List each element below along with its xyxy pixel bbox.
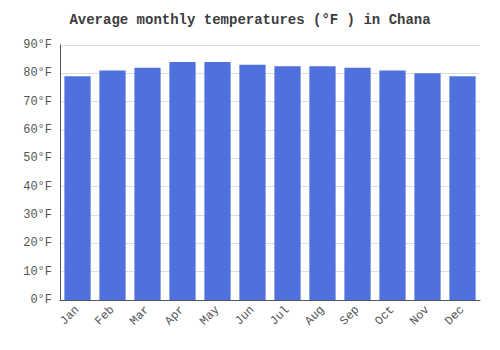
svg-text:90°F: 90°F — [23, 38, 52, 52]
svg-text:Jul: Jul — [267, 303, 292, 328]
svg-text:50°F: 50°F — [23, 151, 52, 165]
svg-text:May: May — [197, 303, 222, 328]
svg-text:Nov: Nov — [407, 303, 432, 328]
svg-text:0°F: 0°F — [30, 293, 52, 307]
svg-text:Dec: Dec — [442, 303, 467, 328]
svg-text:Oct: Oct — [372, 303, 397, 328]
svg-text:20°F: 20°F — [23, 236, 52, 250]
svg-text:Aug: Aug — [302, 303, 327, 328]
svg-text:Average monthly temperatures (: Average monthly temperatures (°F ) in Ch… — [69, 12, 431, 28]
svg-text:Feb: Feb — [92, 303, 117, 328]
svg-text:Sep: Sep — [337, 303, 362, 328]
svg-text:60°F: 60°F — [23, 123, 52, 137]
svg-text:70°F: 70°F — [23, 95, 52, 109]
svg-text:Jun: Jun — [232, 303, 257, 328]
svg-text:80°F: 80°F — [23, 66, 52, 80]
svg-text:30°F: 30°F — [23, 208, 52, 222]
svg-text:Apr: Apr — [162, 303, 187, 328]
svg-text:Jan: Jan — [57, 303, 82, 328]
svg-text:40°F: 40°F — [23, 180, 52, 194]
svg-text:10°F: 10°F — [23, 265, 52, 279]
svg-text:Mar: Mar — [127, 303, 152, 328]
